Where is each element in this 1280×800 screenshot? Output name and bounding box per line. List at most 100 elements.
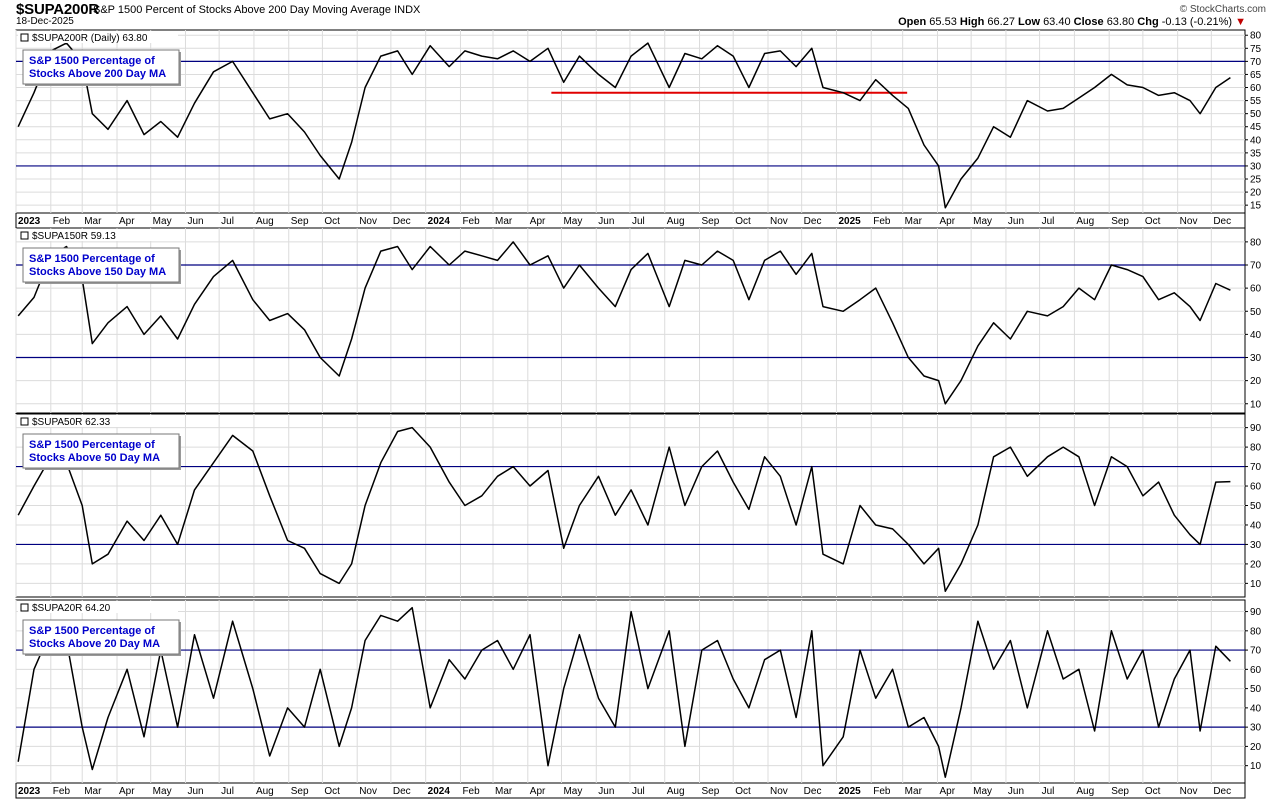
panel-label-bg <box>18 31 178 43</box>
y-tick-label: 10 <box>1250 399 1262 410</box>
x-tick-label: Oct <box>324 786 340 797</box>
x-tick-label: Jul <box>632 216 645 227</box>
x-tick-label: May <box>973 786 992 797</box>
x-tick-label: Oct <box>735 786 751 797</box>
x-tick-label: Dec <box>804 786 822 797</box>
indicator-panel: 10 20 30 40 50 60 70 80 90 $SUPA20R 64.20 S&P 1500… <box>15 599 1262 784</box>
y-tick-label: 40 <box>1250 703 1262 714</box>
panel-frame <box>15 599 1246 784</box>
y-tick-label: 35 <box>1250 148 1262 159</box>
y-tick-label: 80 <box>1250 31 1262 42</box>
x-tick-label: Jun <box>1008 216 1024 227</box>
exchange-text: INDX <box>394 4 421 16</box>
legend-swatch <box>20 603 29 612</box>
annotation-box <box>22 247 180 283</box>
y-tick-label: 20 <box>1250 559 1262 570</box>
y-tick-label: 60 <box>1250 665 1262 676</box>
annotation-box <box>22 619 180 655</box>
x-tick-label: Aug <box>1076 216 1094 227</box>
x-tick-label: Sep <box>291 216 309 227</box>
y-tick-label: 10 <box>1250 761 1262 772</box>
x-tick-label: Nov <box>770 216 788 227</box>
x-tick-label: May <box>153 786 172 797</box>
y-tick-label: 60 <box>1250 482 1262 493</box>
x-tick-label: Jun <box>1008 786 1024 797</box>
x-tick-label: 2024 <box>428 216 451 227</box>
x-tick-label: Sep <box>1111 216 1129 227</box>
x-tick-label: Nov <box>770 786 788 797</box>
indicator-panel: 15 20 25 30 35 40 45 50 55 60 65 70 75 80 $SUPA200R (D… <box>15 29 1262 214</box>
high-value: 66.27 <box>987 16 1015 28</box>
y-tick-label: 20 <box>1250 188 1262 199</box>
y-tick-label: 25 <box>1250 175 1262 186</box>
annotation-text: Stocks Above 150 Day MA <box>29 266 166 278</box>
y-tick-label: 40 <box>1250 330 1262 341</box>
x-tick-label: Mar <box>495 786 513 797</box>
x-tick-label: May <box>973 216 992 227</box>
chart-date: 18-Dec-2025 <box>16 16 74 27</box>
x-tick-label: Sep <box>702 216 720 227</box>
y-tick-label: 90 <box>1250 423 1262 434</box>
x-tick-label: Feb <box>462 786 480 797</box>
x-tick-label: Mar <box>84 786 102 797</box>
x-tick-label: Apr <box>939 786 955 797</box>
y-tick-label: 60 <box>1250 83 1262 94</box>
panel-label-bg <box>18 229 178 241</box>
chg-value: -0.13 (-0.21%) <box>1161 16 1233 28</box>
y-tick-label: 50 <box>1250 307 1262 318</box>
x-tick-label: Feb <box>873 216 891 227</box>
x-tick-label: 2025 <box>838 786 861 797</box>
y-tick-label: 50 <box>1250 109 1262 120</box>
x-tick-label: Apr <box>530 786 546 797</box>
x-tick-label: Nov <box>359 216 377 227</box>
y-tick-label: 30 <box>1250 353 1262 364</box>
x-tick-label: Jul <box>221 786 234 797</box>
y-tick-label: 50 <box>1250 684 1262 695</box>
x-tick-label: Dec <box>393 786 411 797</box>
y-tick-label: 40 <box>1250 135 1262 146</box>
x-tick-label: May <box>563 216 582 227</box>
x-tick-label: 2024 <box>428 786 451 797</box>
close-label: Close <box>1073 16 1104 28</box>
y-tick-label: 65 <box>1250 70 1262 81</box>
x-tick-label: Feb <box>53 216 71 227</box>
y-tick-label: 80 <box>1250 237 1262 248</box>
close-value: 63.80 <box>1106 16 1135 28</box>
y-tick-label: 75 <box>1250 44 1262 55</box>
y-tick-label: 30 <box>1250 723 1262 734</box>
panel-label: $SUPA20R 64.20 <box>32 603 111 614</box>
legend-swatch <box>20 231 29 240</box>
x-tick-label: Feb <box>53 786 71 797</box>
x-tick-label: May <box>563 786 582 797</box>
x-tick-label: Feb <box>462 216 480 227</box>
panel-label-bg <box>18 415 178 427</box>
x-tick-label: Dec <box>393 216 411 227</box>
y-tick-label: 80 <box>1250 626 1262 637</box>
ohlc-readout: Open 65.53 High 66.27 Low 63.40 Close 63… <box>898 16 1246 28</box>
x-tick-label: Nov <box>1180 786 1198 797</box>
x-tick-label: Jul <box>632 786 645 797</box>
y-tick-label: 60 <box>1250 284 1262 295</box>
open-value: 65.53 <box>929 16 957 28</box>
x-tick-label: Aug <box>1076 786 1094 797</box>
x-tick-label: Mar <box>84 216 102 227</box>
low-label: Low <box>1018 16 1040 28</box>
y-tick-label: 55 <box>1250 96 1262 107</box>
annotation-box <box>22 49 180 85</box>
x-tick-label: Dec <box>804 216 822 227</box>
series-line <box>17 426 1231 592</box>
symbol-description: S&P 1500 Percent of Stocks Above 200 Day… <box>93 4 420 16</box>
y-tick-label: 30 <box>1250 161 1262 172</box>
x-tick-label: Oct <box>1145 216 1161 227</box>
low-value: 63.40 <box>1043 16 1071 28</box>
x-tick-label: Apr <box>939 216 955 227</box>
down-arrow-icon: ▼ <box>1235 16 1246 28</box>
panel-label-bg <box>18 601 178 613</box>
symbol-title: $SUPA200R <box>16 1 99 18</box>
panel-label: $SUPA50R 62.33 <box>32 417 111 428</box>
x-tick-label: Mar <box>495 216 513 227</box>
x-tick-label: Jul <box>1042 786 1055 797</box>
y-tick-label: 10 <box>1250 579 1262 590</box>
y-tick-label: 70 <box>1250 261 1262 272</box>
x-tick-label: Aug <box>667 786 685 797</box>
